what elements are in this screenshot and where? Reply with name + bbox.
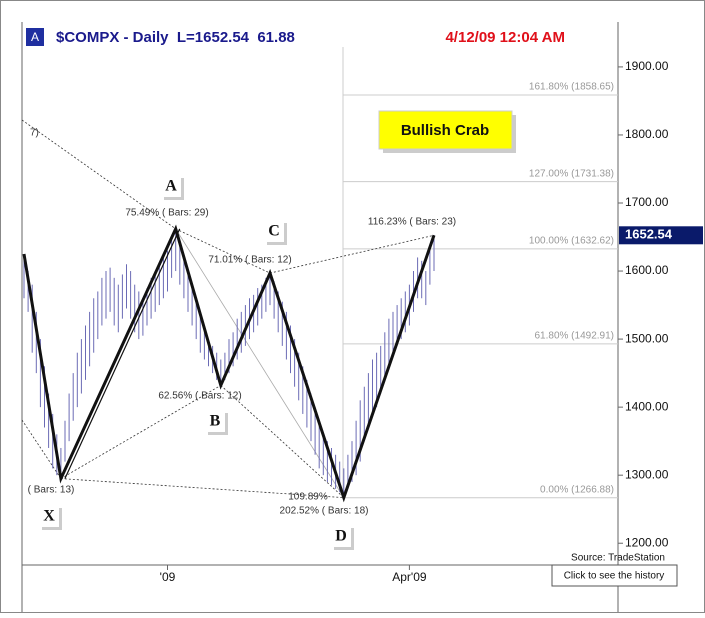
point-label-box (161, 175, 181, 197)
y-tick-label: 1500.00 (625, 331, 669, 345)
annotation: 116.23% ( Bars: 23) (368, 217, 456, 228)
fib-label: 161.80% (1858.65) (529, 82, 614, 93)
annotation: 75.49% ( Bars: 29) (125, 208, 208, 219)
callout: Bullish Crab (401, 122, 489, 139)
x-tick-label: '09 (160, 570, 176, 584)
pattern-line (22, 224, 436, 503)
ratio-line (60, 478, 344, 499)
last-price-tag (619, 226, 703, 245)
point-label-box (331, 525, 351, 547)
point-label: C (268, 223, 280, 240)
chart-title: $COMPX - Daily L=1652.54 61.88 (56, 29, 295, 46)
last-price: 1652.54 (625, 227, 673, 242)
source: Source: TradeStation (571, 553, 665, 564)
fib-label: 0.00% (1266.88) (540, 484, 614, 495)
annotation: 109.89% (288, 492, 328, 503)
pattern-leg (64, 228, 181, 479)
y-tick-label: 1800.00 (625, 127, 669, 141)
ratio-line (269, 234, 435, 274)
annotation: ( Bars: 13) (28, 485, 75, 496)
fib-label: 100.00% (1632.62) (529, 235, 614, 246)
ratio-line (60, 385, 222, 479)
history-button[interactable]: Click to see the history (551, 564, 678, 587)
y-tick-label: 1900.00 (625, 59, 669, 73)
ratio-line (21, 119, 176, 230)
timestamp: 4/12/09 12:04 AM (445, 29, 565, 46)
annotation: 71.01% ( Bars: 12) (208, 255, 291, 266)
point-label-box (264, 220, 284, 242)
y-tick-label: 1300.00 (625, 467, 669, 481)
point-label-box (39, 505, 59, 527)
y-tick-label: 1600.00 (625, 263, 669, 277)
callout-box (378, 110, 513, 150)
point-label: D (335, 528, 347, 545)
point-label: B (210, 413, 221, 430)
history-button-label[interactable]: Click to see the history (564, 571, 665, 582)
annotation: 7) (30, 128, 39, 139)
annotation: 202.52% ( Bars: 18) (280, 506, 369, 517)
annotation: 62.56% ( Bars: 12) (158, 391, 241, 402)
point-label: A (165, 178, 177, 195)
point-label-box (205, 410, 225, 432)
point-label: X (43, 508, 55, 525)
badge-text: A (31, 30, 39, 44)
badge (26, 28, 44, 46)
x-tick-label: Apr'09 (392, 570, 427, 584)
fib-label: 127.00% (1731.38) (529, 168, 614, 179)
y-tick-label: 1400.00 (625, 399, 669, 413)
fib-label: 61.80% (1492.91) (534, 331, 614, 342)
y-tick-label: 1700.00 (625, 195, 669, 209)
ratio-line (175, 228, 271, 274)
y-tick-label: 1200.00 (625, 535, 669, 549)
history-button-box[interactable] (551, 564, 678, 587)
ratio-line (175, 228, 345, 498)
